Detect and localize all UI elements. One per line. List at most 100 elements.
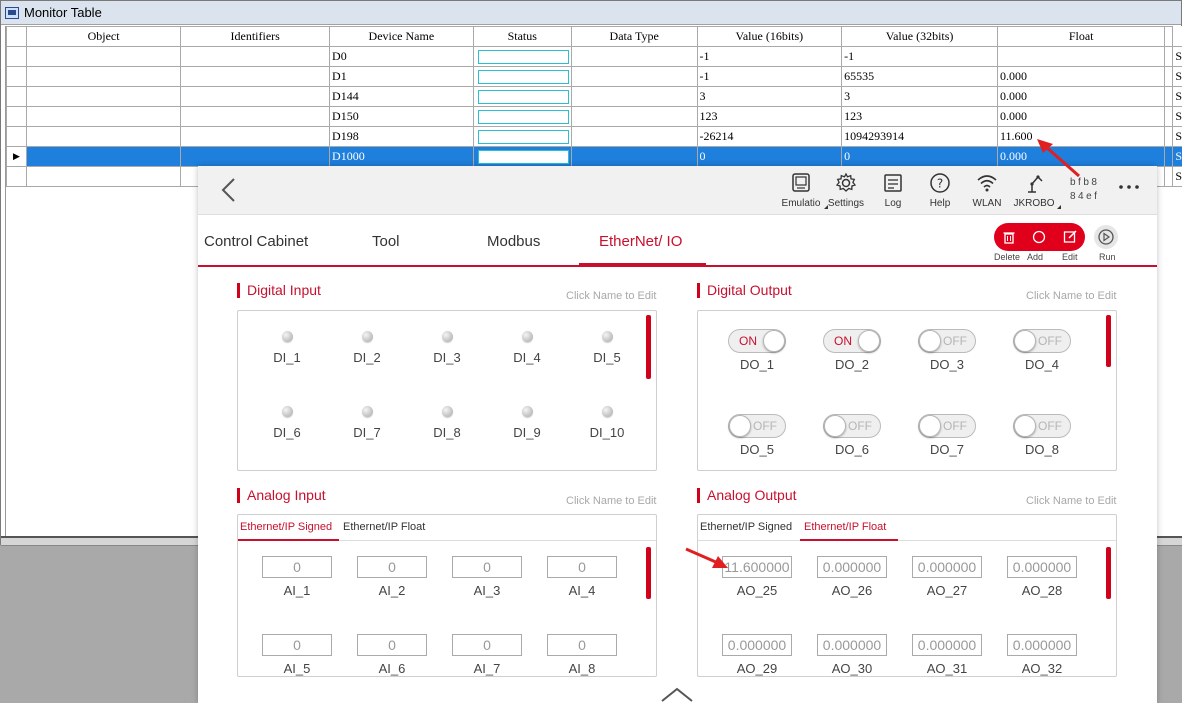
toolbar-help[interactable]: ? Help xyxy=(915,172,965,209)
table-row[interactable]: ▶ D1000 0 0 0.000 S xyxy=(6,146,1182,167)
tab-modbus[interactable]: Modbus xyxy=(487,233,541,250)
column-header[interactable]: Status xyxy=(472,26,572,47)
digital-input-label[interactable]: DI_3 xyxy=(433,350,461,365)
cell-value-32bits[interactable]: 123 xyxy=(841,106,998,127)
cell-status[interactable] xyxy=(472,46,572,67)
cell-device-name[interactable]: D1000 xyxy=(329,146,474,167)
scrollbar[interactable] xyxy=(646,547,651,599)
analog-output-value-input[interactable]: 0.000000 xyxy=(817,556,887,578)
cell-next[interactable] xyxy=(1164,146,1174,167)
cell-data-type[interactable] xyxy=(570,86,698,107)
analog-output-label[interactable]: AO_28 xyxy=(1021,583,1063,598)
digital-input-3[interactable]: DI_3 xyxy=(417,331,477,365)
cell-status[interactable] xyxy=(472,146,572,167)
cell-value-16bits[interactable]: -1 xyxy=(696,46,843,67)
toolbar-emulation[interactable]: Emulatio xyxy=(776,172,828,209)
analog-output-label[interactable]: AO_30 xyxy=(831,661,873,676)
output-toggle[interactable]: ON xyxy=(728,329,786,353)
analog-output-label[interactable]: AO_25 xyxy=(736,583,778,598)
output-toggle[interactable]: OFF xyxy=(728,414,786,438)
cell-extra[interactable]: S xyxy=(1172,106,1182,127)
digital-output-label[interactable]: DO_6 xyxy=(835,442,869,457)
toolbar-log[interactable]: Log xyxy=(868,172,918,209)
cell-extra[interactable]: S xyxy=(1172,126,1182,147)
cell-device-name[interactable]: D0 xyxy=(329,46,474,67)
digital-input-label[interactable]: DI_9 xyxy=(513,425,541,440)
analog-output-value-input[interactable]: 0.000000 xyxy=(912,634,982,656)
cell-next[interactable] xyxy=(1164,46,1174,67)
analog-output-value-input[interactable]: 0.000000 xyxy=(817,634,887,656)
output-toggle[interactable]: OFF xyxy=(1013,414,1071,438)
cell-float[interactable]: 11.600 xyxy=(996,126,1166,147)
analog-output-value-input[interactable]: 11.600000 xyxy=(722,556,792,578)
cell-float[interactable]: 0.000 xyxy=(996,106,1166,127)
toolbar-settings[interactable]: Settings xyxy=(821,172,871,209)
table-row[interactable]: D1 -1 65535 0.000 S xyxy=(6,66,1182,87)
cell-value-16bits[interactable]: 123 xyxy=(696,106,843,127)
analog-output-value-input[interactable]: 0.000000 xyxy=(722,634,792,656)
cell-object[interactable] xyxy=(25,166,182,187)
analog-input-label[interactable]: AI_5 xyxy=(283,661,311,676)
digital-input-8[interactable]: DI_8 xyxy=(417,406,477,440)
cell-float[interactable]: 0.000 xyxy=(996,66,1166,87)
scrollbar[interactable] xyxy=(646,315,651,379)
analog-input-label[interactable]: AI_2 xyxy=(378,583,406,598)
cell-status[interactable] xyxy=(472,86,572,107)
cell-value-32bits[interactable]: 0 xyxy=(841,146,998,167)
analog-input-label[interactable]: AI_8 xyxy=(568,661,596,676)
output-toggle[interactable]: OFF xyxy=(918,414,976,438)
cell-next[interactable] xyxy=(1164,86,1174,107)
output-toggle[interactable]: OFF xyxy=(823,414,881,438)
table-row[interactable]: D144 3 3 0.000 S xyxy=(6,86,1182,107)
digital-output-label[interactable]: DO_3 xyxy=(930,357,964,372)
cell-identifiers[interactable] xyxy=(180,126,331,147)
digital-input-9[interactable]: DI_9 xyxy=(497,406,557,440)
table-row[interactable]: D150 123 123 0.000 S xyxy=(6,106,1182,127)
cell-next[interactable] xyxy=(1164,126,1174,147)
digital-input-label[interactable]: DI_8 xyxy=(433,425,461,440)
cell-device-name[interactable]: D1 xyxy=(329,66,474,87)
analog-input-value-input[interactable]: 0 xyxy=(262,634,332,656)
analog-output-value-input[interactable]: 0.000000 xyxy=(1007,556,1077,578)
digital-input-label[interactable]: DI_4 xyxy=(513,350,541,365)
digital-input-7[interactable]: DI_7 xyxy=(337,406,397,440)
cell-next[interactable] xyxy=(1164,66,1174,87)
add-button[interactable] xyxy=(1032,230,1046,244)
digital-input-1[interactable]: DI_1 xyxy=(257,331,317,365)
analog-input-value-input[interactable]: 0 xyxy=(357,634,427,656)
output-toggle[interactable]: OFF xyxy=(1013,329,1071,353)
analog-input-value-input[interactable]: 0 xyxy=(452,556,522,578)
output-toggle[interactable]: ON xyxy=(823,329,881,353)
output-toggle[interactable]: OFF xyxy=(918,329,976,353)
cell-device-name[interactable]: D144 xyxy=(329,86,474,107)
column-header[interactable]: Value (32bits) xyxy=(841,26,998,47)
edit-button[interactable] xyxy=(1063,230,1077,244)
cell-value-32bits[interactable]: 3 xyxy=(841,86,998,107)
digital-input-4[interactable]: DI_4 xyxy=(497,331,557,365)
digital-input-label[interactable]: DI_2 xyxy=(353,350,381,365)
cell-object[interactable] xyxy=(25,106,182,127)
cell-float[interactable]: 0.000 xyxy=(996,86,1166,107)
cell-object[interactable] xyxy=(25,146,182,167)
scrollbar[interactable] xyxy=(1106,547,1111,599)
digital-input-label[interactable]: DI_6 xyxy=(273,425,301,440)
cell-next[interactable] xyxy=(1164,166,1174,187)
back-arrow-icon[interactable] xyxy=(218,176,242,204)
subtab-ethernet-ip-float[interactable]: Ethernet/IP Float xyxy=(343,521,426,533)
tab-tool[interactable]: Tool xyxy=(372,233,400,250)
chevron-up-icon[interactable] xyxy=(660,686,694,703)
row-header[interactable] xyxy=(6,106,27,127)
analog-input-value-input[interactable]: 0 xyxy=(547,556,617,578)
run-button[interactable] xyxy=(1094,225,1118,249)
analog-output-value-input[interactable]: 0.000000 xyxy=(912,556,982,578)
analog-output-label[interactable]: AO_29 xyxy=(736,661,778,676)
cell-identifiers[interactable] xyxy=(180,106,331,127)
digital-input-label[interactable]: DI_5 xyxy=(593,350,621,365)
digital-output-label[interactable]: DO_5 xyxy=(740,442,774,457)
row-header[interactable] xyxy=(6,86,27,107)
column-header[interactable]: Object xyxy=(25,26,182,47)
cell-data-type[interactable] xyxy=(570,46,698,67)
cell-value-32bits[interactable]: 1094293914 xyxy=(841,126,998,147)
cell-extra[interactable]: S xyxy=(1172,46,1182,67)
cell-value-16bits[interactable]: 3 xyxy=(696,86,843,107)
